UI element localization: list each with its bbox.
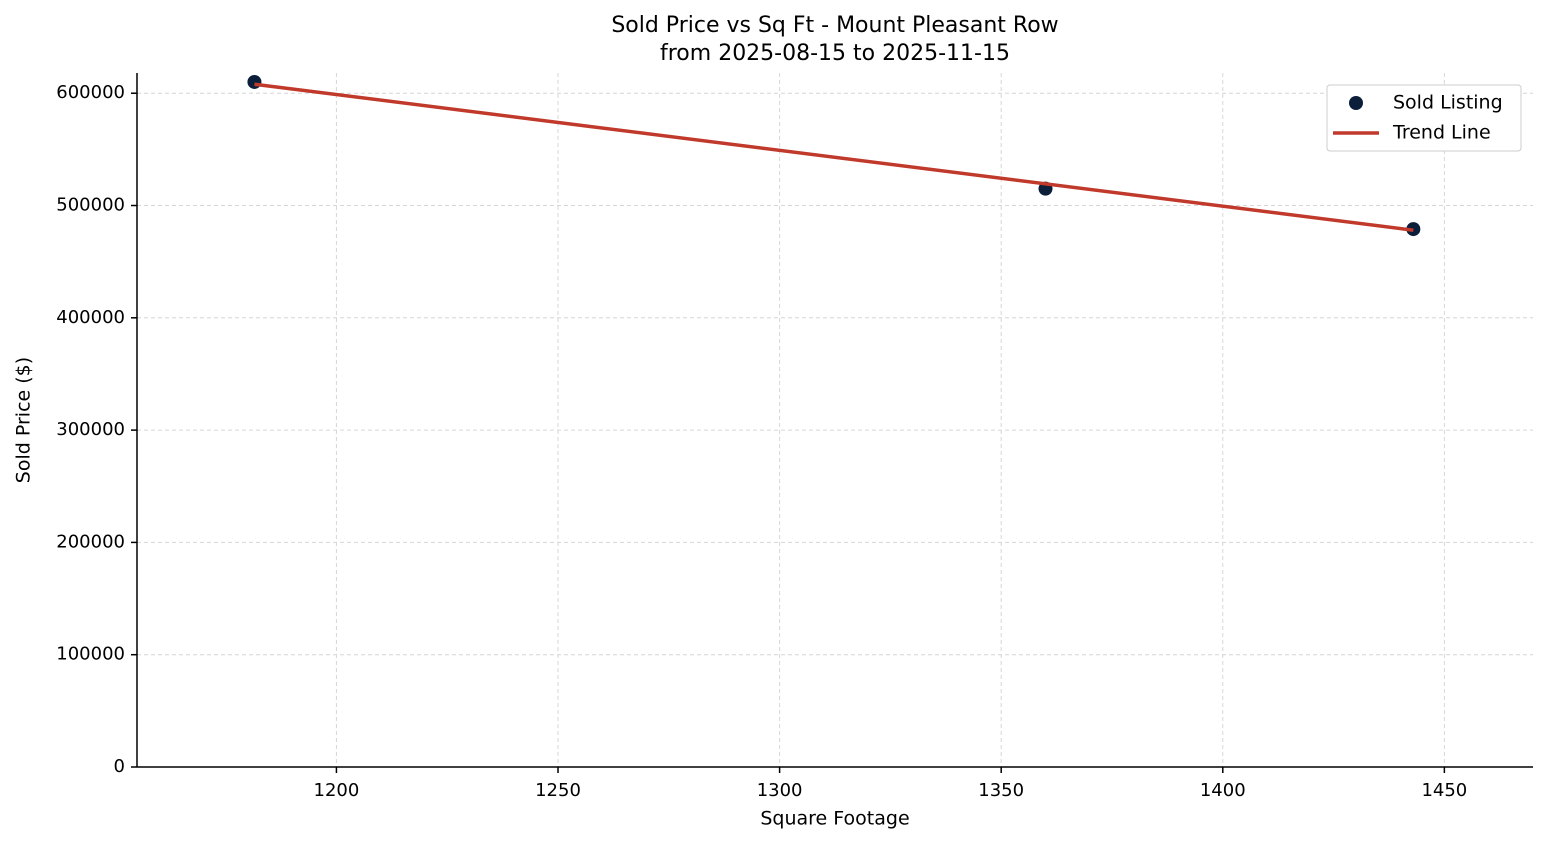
y-tick-label: 400000 [56,307,125,328]
y-tick-label: 100000 [56,644,125,665]
y-axis-label: Sold Price ($) [13,357,35,483]
x-tick-label: 1450 [1421,780,1467,801]
x-tick-label: 1350 [978,780,1024,801]
legend-label: Trend Line [1392,122,1491,144]
y-tick-label: 0 [114,756,125,777]
chart-subtitle: from 2025-08-15 to 2025-11-15 [660,41,1010,66]
y-tick-label: 600000 [56,82,125,103]
x-tick-label: 1250 [535,780,581,801]
trend-line [254,82,1414,232]
x-tick-label: 1300 [757,780,803,801]
legend-swatch [1349,96,1363,110]
legend-label: Sold Listing [1393,92,1503,114]
x-axis-label: Square Footage [760,808,909,830]
y-tick-label: 200000 [56,531,125,552]
point [247,74,262,89]
y-tick-label: 500000 [56,195,125,216]
x-tick-label: 1400 [1200,780,1246,801]
y-tick-label: 300000 [56,419,125,440]
x-tick-label: 1200 [314,780,360,801]
chart-title: Sold Price vs Sq Ft - Mount Pleasant Row [611,13,1058,38]
